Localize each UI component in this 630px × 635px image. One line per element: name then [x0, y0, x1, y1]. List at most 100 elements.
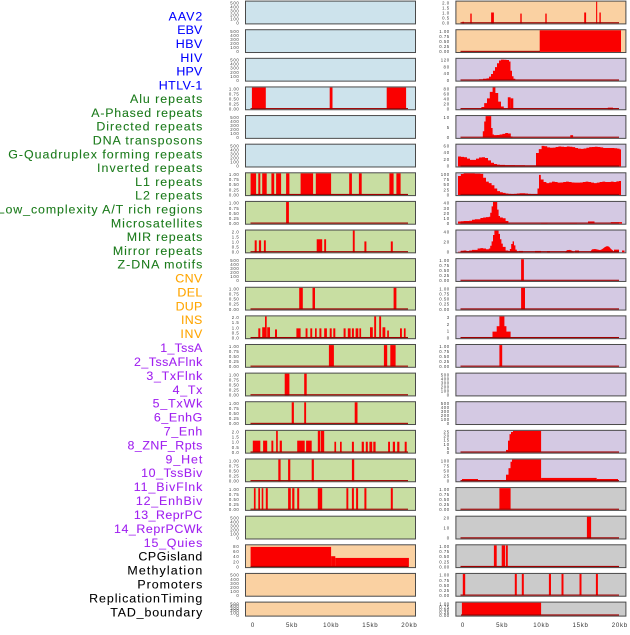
- svg-text:0.00: 0.00: [229, 192, 240, 197]
- svg-text:0: 0: [447, 393, 450, 398]
- svg-text:0.0: 0.0: [442, 21, 450, 26]
- svg-text:0.75: 0.75: [439, 578, 450, 583]
- svg-text:A-Phased repeats: A-Phased repeats: [91, 106, 202, 120]
- svg-text:20: 20: [233, 559, 239, 564]
- svg-text:0.75: 0.75: [229, 406, 240, 411]
- svg-text:0.75: 0.75: [229, 377, 240, 382]
- svg-text:20: 20: [444, 239, 450, 244]
- svg-text:80: 80: [444, 64, 450, 69]
- svg-text:100: 100: [230, 611, 239, 616]
- svg-text:100: 100: [230, 17, 239, 22]
- svg-text:400: 400: [230, 577, 239, 582]
- svg-text:100: 100: [230, 45, 239, 50]
- svg-text:AAV2: AAV2: [169, 9, 203, 23]
- svg-text:0: 0: [236, 564, 239, 569]
- svg-text:500: 500: [230, 0, 239, 5]
- svg-text:15_Quies: 15_Quies: [144, 536, 203, 550]
- svg-text:1.00: 1.00: [439, 601, 450, 606]
- svg-text:15kb: 15kb: [362, 622, 378, 629]
- svg-text:1.00: 1.00: [229, 487, 240, 492]
- svg-text:Directed repeats: Directed repeats: [96, 120, 202, 134]
- svg-text:INS: INS: [181, 313, 202, 327]
- svg-text:G-Quadruplex forming repeats: G-Quadruplex forming repeats: [8, 147, 202, 161]
- svg-text:400: 400: [230, 62, 239, 67]
- svg-text:5_TxWk: 5_TxWk: [153, 397, 203, 411]
- svg-text:0: 0: [447, 536, 450, 541]
- svg-text:1.00: 1.00: [439, 544, 450, 549]
- svg-text:100: 100: [441, 389, 450, 394]
- svg-text:1.00: 1.00: [229, 287, 240, 292]
- svg-text:300: 300: [230, 266, 239, 271]
- svg-text:3: 3: [447, 315, 450, 320]
- svg-text:0.00: 0.00: [229, 106, 240, 111]
- svg-text:100: 100: [441, 172, 450, 177]
- svg-text:1_TssA: 1_TssA: [160, 341, 203, 355]
- svg-text:0.25: 0.25: [439, 559, 450, 564]
- svg-text:2_TssAFlnk: 2_TssAFlnk: [134, 355, 203, 369]
- svg-text:100: 100: [230, 532, 239, 537]
- svg-text:400: 400: [230, 4, 239, 9]
- svg-text:10: 10: [444, 115, 450, 120]
- svg-text:1.00: 1.00: [229, 344, 240, 349]
- svg-text:0: 0: [236, 78, 239, 83]
- svg-text:0.50: 0.50: [229, 297, 240, 302]
- svg-text:0.75: 0.75: [439, 292, 450, 297]
- svg-text:0.50: 0.50: [229, 354, 240, 359]
- svg-text:400: 400: [441, 376, 450, 381]
- svg-text:120: 120: [441, 58, 450, 63]
- svg-text:0.75: 0.75: [229, 91, 240, 96]
- svg-text:1.00: 1.00: [229, 172, 240, 177]
- svg-text:DNA transposons: DNA transposons: [93, 134, 203, 148]
- svg-text:25: 25: [444, 473, 450, 478]
- svg-text:200: 200: [441, 413, 450, 418]
- svg-text:25: 25: [444, 430, 450, 435]
- svg-text:0.50: 0.50: [439, 354, 450, 359]
- svg-text:100: 100: [441, 458, 450, 463]
- svg-text:300: 300: [230, 152, 239, 157]
- svg-text:0.50: 0.50: [439, 554, 450, 559]
- svg-text:1.00: 1.00: [229, 201, 240, 206]
- svg-text:0.25: 0.25: [439, 588, 450, 593]
- svg-text:0.50: 0.50: [229, 96, 240, 101]
- svg-text:0.00: 0.00: [229, 478, 240, 483]
- svg-text:0: 0: [236, 21, 239, 26]
- svg-text:0: 0: [236, 49, 239, 54]
- svg-text:0.50: 0.50: [229, 497, 240, 502]
- svg-text:500: 500: [230, 58, 239, 63]
- svg-text:0.50: 0.50: [439, 268, 450, 273]
- svg-text:400: 400: [230, 520, 239, 525]
- svg-text:1.00: 1.00: [439, 258, 450, 263]
- svg-text:0.50: 0.50: [229, 468, 240, 473]
- svg-text:0.25: 0.25: [229, 502, 240, 507]
- svg-text:0.00: 0.00: [229, 507, 240, 512]
- svg-text:11_BivFlnk: 11_BivFlnk: [134, 480, 203, 494]
- svg-text:0.50: 0.50: [229, 211, 240, 216]
- svg-text:200: 200: [230, 70, 239, 75]
- svg-text:0.25: 0.25: [229, 187, 240, 192]
- svg-text:0.25: 0.25: [439, 502, 450, 507]
- svg-text:MIR repeats: MIR repeats: [127, 230, 203, 244]
- svg-text:100: 100: [441, 417, 450, 422]
- svg-text:1.0: 1.0: [442, 11, 450, 16]
- svg-text:1.5: 1.5: [232, 234, 240, 239]
- svg-text:400: 400: [441, 405, 450, 410]
- svg-text:200: 200: [230, 528, 239, 533]
- svg-text:0: 0: [461, 622, 465, 629]
- svg-text:20: 20: [444, 157, 450, 162]
- svg-text:DUP: DUP: [176, 299, 203, 313]
- svg-text:40: 40: [233, 554, 239, 559]
- svg-text:0.00: 0.00: [229, 364, 240, 369]
- svg-text:50: 50: [444, 468, 450, 473]
- svg-text:20kb: 20kb: [612, 622, 628, 629]
- svg-text:1.00: 1.00: [229, 458, 240, 463]
- svg-text:0.75: 0.75: [229, 177, 240, 182]
- svg-text:1.00: 1.00: [439, 344, 450, 349]
- svg-text:1.00: 1.00: [439, 29, 450, 34]
- svg-text:0.00: 0.00: [439, 307, 450, 312]
- svg-text:3_TxFlnk: 3_TxFlnk: [146, 369, 203, 383]
- svg-text:0.00: 0.00: [439, 613, 450, 618]
- svg-text:0.50: 0.50: [439, 497, 450, 502]
- svg-text:0: 0: [236, 536, 239, 541]
- svg-text:400: 400: [230, 604, 239, 609]
- svg-text:DEL: DEL: [177, 285, 202, 299]
